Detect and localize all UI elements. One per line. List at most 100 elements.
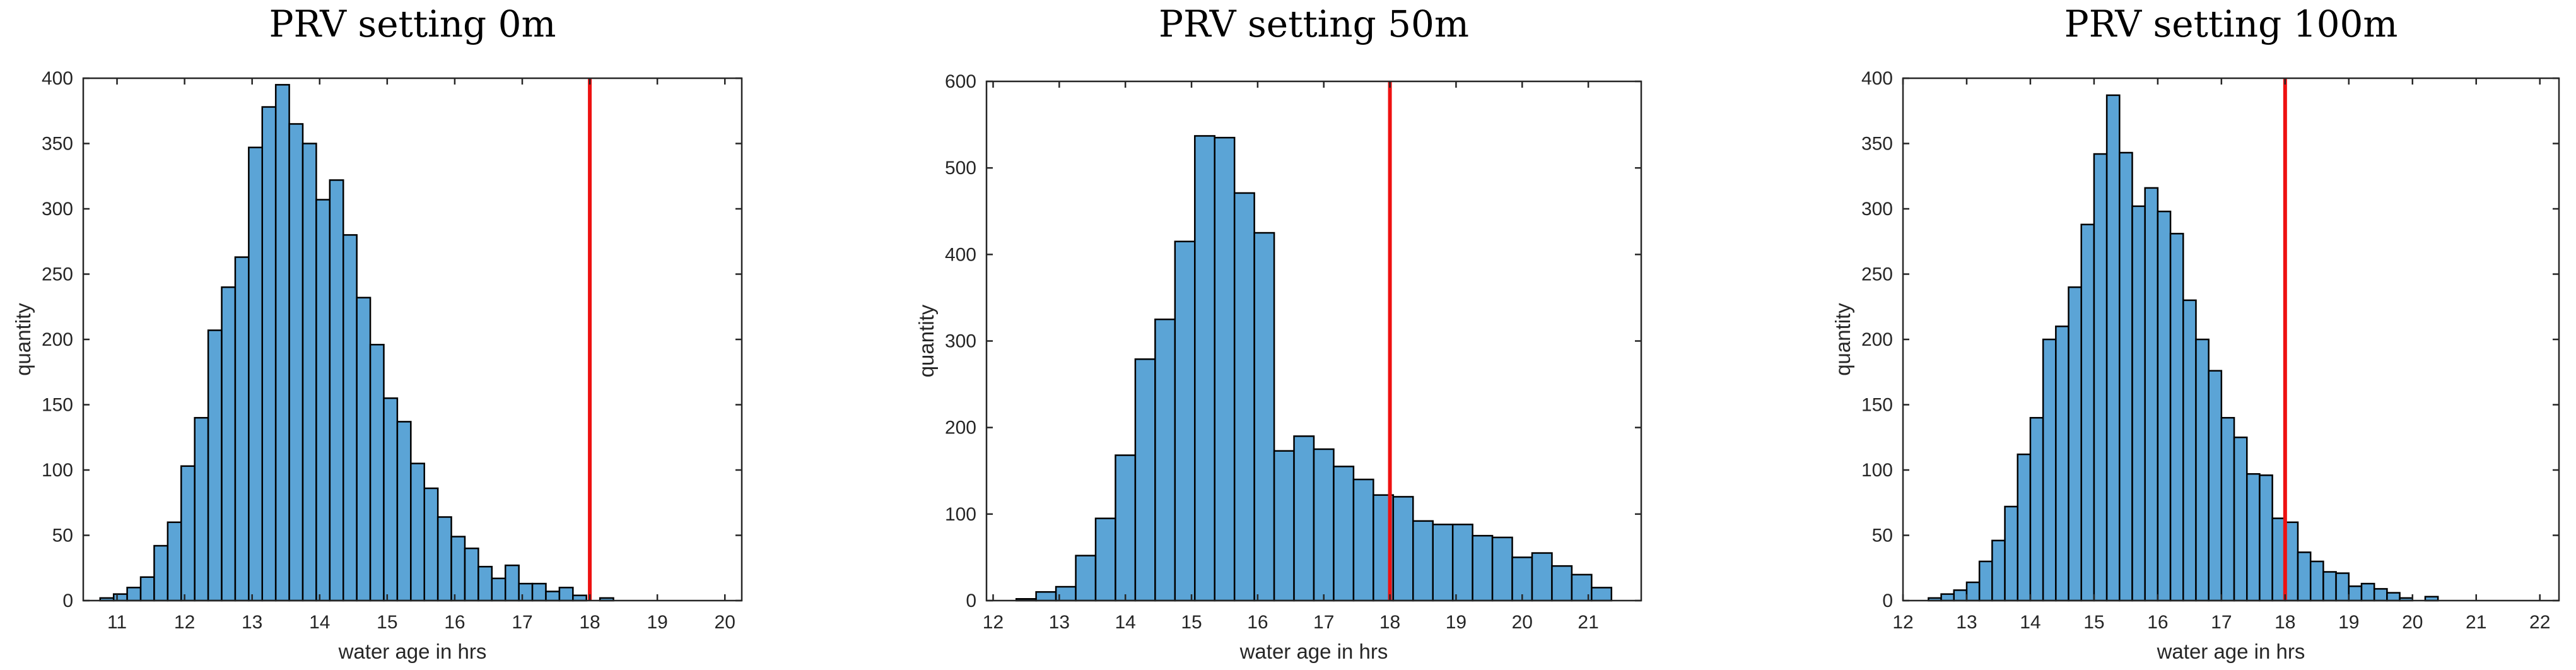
- histogram-bar: [1174, 240, 1196, 602]
- histogram-bar: [1965, 581, 1981, 602]
- histogram-panel-prv-0m: 11 12 13 14 15 16 17 18 19 2005010015020025030035…: [11, 3, 743, 663]
- histogram-bar: [302, 143, 317, 602]
- histogram-bar: [2169, 233, 2184, 602]
- y-tick-label: 200: [42, 329, 73, 350]
- histogram-bar: [1991, 539, 2006, 602]
- x-tick-label: 20: [2402, 612, 2423, 633]
- x-tick-label: 17: [2211, 612, 2232, 633]
- histogram-bar: [531, 582, 547, 602]
- histogram-bar: [2297, 551, 2312, 602]
- histogram-bar: [450, 536, 466, 602]
- histogram-bar: [139, 576, 155, 602]
- histogram-bar: [491, 577, 506, 602]
- histogram-bar: [545, 591, 561, 602]
- chart-title: PRV setting 50m: [1159, 3, 1469, 45]
- y-tick-label: 100: [42, 460, 73, 481]
- histogram-bar: [1511, 556, 1533, 602]
- y-tick-label: 400: [945, 244, 976, 265]
- histogram-bar: [2144, 187, 2159, 602]
- histogram-bar: [112, 593, 128, 602]
- y-tick-label: 500: [945, 158, 976, 179]
- histogram-bar: [2271, 517, 2286, 602]
- histogram-bar: [1035, 591, 1057, 602]
- x-tick-label: 19: [647, 612, 667, 633]
- histogram-bar: [329, 179, 344, 602]
- histogram-bar: [1472, 534, 1494, 602]
- x-tick-label: 22: [2529, 612, 2550, 633]
- histogram-bar: [1075, 555, 1097, 602]
- x-tick-label: 14: [2020, 612, 2040, 633]
- x-tick-label: 14: [309, 612, 330, 633]
- y-tick-label: 600: [945, 71, 976, 92]
- y-tick-label: 350: [1861, 134, 1893, 155]
- histogram-bar: [248, 146, 264, 602]
- histogram-bar: [1352, 478, 1374, 602]
- histogram-bar: [383, 397, 399, 602]
- histogram-bar: [356, 297, 372, 602]
- x-tick-label: 13: [242, 612, 262, 633]
- y-tick-label: 250: [1861, 264, 1893, 285]
- chart-title: PRV setting 0m: [269, 3, 556, 45]
- x-tick-label: 17: [1313, 612, 1334, 633]
- y-tick-label: 200: [945, 418, 976, 438]
- histogram-bar: [2259, 474, 2273, 602]
- histogram-bar: [1214, 136, 1236, 602]
- histogram-bar: [1094, 517, 1116, 602]
- histogram-bar: [2335, 572, 2350, 602]
- histogram-bar: [1491, 536, 1513, 602]
- y-tick-label: 400: [1861, 68, 1893, 89]
- histogram-bar: [1134, 358, 1156, 602]
- y-axis-label: quantity: [1831, 303, 1854, 376]
- x-tick-label: 12: [1892, 612, 1913, 633]
- histogram-bar: [464, 547, 479, 602]
- histogram-bar: [2322, 571, 2337, 602]
- x-tick-label: 20: [715, 612, 735, 633]
- histogram-bar: [369, 344, 385, 602]
- histogram-bar: [2220, 416, 2235, 602]
- histogram-bar: [1953, 589, 1968, 602]
- histogram-bar: [2131, 205, 2146, 602]
- histogram-bar: [1978, 560, 1993, 602]
- histogram-bar: [261, 106, 277, 602]
- x-tick-label: 17: [512, 612, 532, 633]
- histogram-bar: [2068, 286, 2082, 602]
- histogram-bar: [1432, 524, 1454, 602]
- histogram-bar: [1392, 496, 1414, 602]
- y-tick-label: 300: [42, 199, 73, 220]
- histogram-bar: [1115, 454, 1137, 602]
- y-axis-label: quantity: [11, 303, 35, 376]
- histogram-bar: [1333, 466, 1355, 602]
- x-tick-label: 18: [579, 612, 600, 633]
- histogram-bar: [504, 564, 520, 602]
- histogram-bar: [2348, 585, 2363, 602]
- histogram-bar: [1273, 450, 1295, 602]
- histogram-bar: [2360, 582, 2375, 602]
- histogram-bar: [1940, 593, 1955, 602]
- histogram-bar: [410, 462, 425, 602]
- y-tick-label: 50: [1872, 526, 1893, 546]
- histogram-bar: [2386, 592, 2401, 602]
- histogram-bar: [342, 234, 358, 602]
- x-tick-label: 16: [1247, 612, 1268, 633]
- histogram-bar: [1194, 135, 1215, 602]
- x-tick-label: 16: [444, 612, 465, 633]
- histogram-bar: [436, 516, 452, 602]
- histogram-bar: [2309, 560, 2324, 602]
- histogram-bar: [1451, 524, 1473, 602]
- x-tick-label: 15: [377, 612, 397, 633]
- histogram-bar: [2208, 370, 2223, 602]
- histogram-bar: [221, 286, 237, 602]
- histogram-bar: [2119, 151, 2133, 602]
- histogram-bar: [2284, 521, 2299, 602]
- x-tick-label: 20: [1512, 612, 1533, 633]
- histogram-bar: [2245, 473, 2261, 602]
- histogram-panel-prv-100m: 12 13 14 15 16 17 18 19 20 21 22 0 50 100 150 200 250 300…: [1831, 3, 2560, 663]
- histogram-bar: [423, 487, 439, 602]
- x-tick-label: 15: [2083, 612, 2104, 633]
- chart-title: PRV setting 100m: [2064, 3, 2398, 45]
- x-tick-label: 16: [2147, 612, 2168, 633]
- histogram-bar: [274, 84, 290, 602]
- histogram-bar: [518, 582, 534, 602]
- histogram-bar: [180, 465, 196, 602]
- histogram-bar: [1313, 448, 1335, 602]
